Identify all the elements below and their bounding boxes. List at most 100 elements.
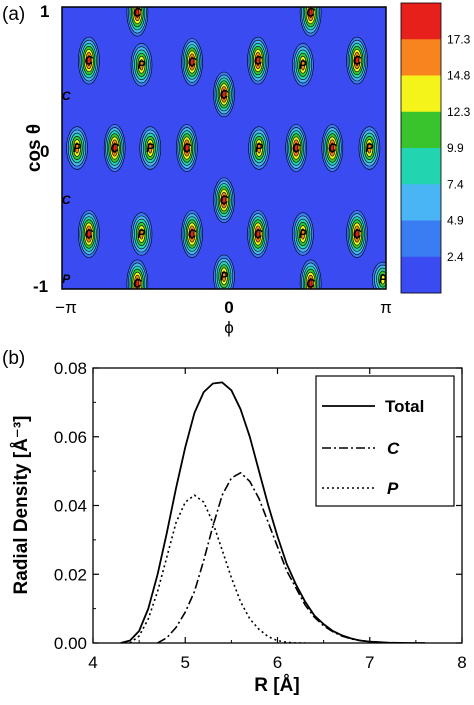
x-tick-label: 4 bbox=[88, 653, 97, 672]
colorbar-label: 4.9 bbox=[447, 214, 464, 228]
series-line-c bbox=[157, 471, 389, 643]
heatmap-peak-22: C bbox=[181, 210, 203, 258]
colorbar-swatch bbox=[401, 256, 441, 294]
y-tick-bottom: -1 bbox=[33, 277, 48, 296]
peak-label: P bbox=[137, 227, 146, 241]
x-tick-right: π bbox=[380, 298, 392, 317]
y-axis-title-a: cos θ bbox=[24, 124, 45, 172]
peak-contour bbox=[380, 273, 386, 285]
heatmap-peak-29: C bbox=[299, 259, 322, 290]
heatmap-peak-0: C bbox=[126, 7, 149, 37]
peak-contour bbox=[87, 55, 91, 66]
colorbar-swatch bbox=[401, 111, 441, 149]
peak-label: C bbox=[220, 87, 229, 101]
peak-label: P bbox=[255, 141, 264, 155]
heatmap-peak-5: C bbox=[247, 36, 269, 85]
heatmap-peak-2: C bbox=[78, 36, 100, 85]
colorbar-label: 12.3 bbox=[447, 105, 471, 119]
colorbar-swatch bbox=[401, 184, 441, 221]
heatmap-frame bbox=[61, 6, 387, 290]
heatmap-peaks: C C C P C C P C C C P C P C P C C P C C C P C C P C P C P C P bbox=[62, 6, 388, 290]
colorbar: 17.3 14.8 12.3 9.9 7.4 4.9 2.4 bbox=[400, 2, 471, 294]
peak-contour bbox=[355, 55, 359, 66]
legend-label-total: Total bbox=[385, 397, 424, 416]
heatmap-peak-14: P bbox=[248, 126, 270, 170]
peak-contour bbox=[294, 142, 298, 154]
peak-label: C bbox=[306, 276, 315, 290]
heatmap-peak-17: P bbox=[358, 126, 381, 170]
peak-contour bbox=[300, 228, 305, 240]
heatmap-peak-11: C bbox=[103, 124, 126, 172]
axes-b: 4 5 6 7 8 0.00 0.02 0.04 0.06 0.08 bbox=[54, 359, 467, 672]
heatmap-peak-19: C bbox=[62, 193, 71, 207]
panel-b: (b) 4 5 6 7 8 0.00 0.02 0.04 0.06 0.08 Radial Den… bbox=[2, 348, 467, 696]
x-tick-label: 5 bbox=[181, 653, 190, 672]
peak-contour bbox=[148, 142, 153, 154]
peak-contour bbox=[190, 228, 194, 240]
colorbar-swatch bbox=[401, 39, 441, 76]
peak-label: P bbox=[73, 141, 82, 155]
colorbar-swatch bbox=[401, 220, 441, 258]
peak-label: P bbox=[299, 58, 308, 72]
y-tick-label: 0.02 bbox=[54, 565, 87, 584]
colorbar-swatch bbox=[401, 75, 441, 113]
heatmap-peak-8: C bbox=[213, 71, 235, 118]
heatmap-peak-3: P bbox=[130, 43, 153, 87]
x-tick-label: 8 bbox=[457, 653, 466, 672]
x-tick-center: 0 bbox=[224, 298, 233, 317]
peak-contour bbox=[256, 228, 260, 240]
peak-contour bbox=[367, 142, 372, 154]
heatmap-peak-21: P bbox=[130, 212, 153, 256]
heatmap-peak-15: C bbox=[285, 124, 307, 172]
panel-b-label: (b) bbox=[2, 348, 25, 369]
peak-contour bbox=[222, 194, 226, 206]
peak-label: C bbox=[183, 141, 192, 155]
peak-contour bbox=[112, 142, 117, 154]
peak-label: C bbox=[254, 54, 263, 68]
peak-label: P bbox=[220, 269, 229, 283]
legend-box bbox=[315, 375, 455, 507]
panel-a-label: (a) bbox=[2, 4, 25, 25]
heatmap-peak-28: P bbox=[213, 254, 235, 289]
heatmap-peak-25: C bbox=[346, 210, 368, 258]
peak-contour bbox=[257, 142, 262, 154]
peak-label: C bbox=[306, 6, 315, 20]
heatmap-peak-23: C bbox=[247, 210, 269, 258]
peak-label: C bbox=[110, 141, 119, 155]
peak-label: C bbox=[220, 193, 229, 207]
y-tick-label: 0.08 bbox=[54, 359, 87, 378]
y-tick-label: 0.04 bbox=[54, 497, 87, 516]
peak-contour bbox=[256, 55, 260, 66]
peak-label: C bbox=[85, 227, 94, 241]
heatmap-peak-6: P bbox=[292, 43, 314, 87]
colorbar-label: 2.4 bbox=[447, 250, 464, 264]
x-tick-label: 7 bbox=[365, 653, 374, 672]
heatmap-peak-18: C bbox=[213, 177, 235, 223]
colorbar-swatch bbox=[401, 148, 441, 185]
peak-label: C bbox=[353, 54, 362, 68]
y-tick-top: 1 bbox=[40, 2, 49, 21]
peak-contour bbox=[139, 59, 144, 71]
x-tick-left: −π bbox=[55, 298, 77, 317]
heatmap-peak-10: P bbox=[66, 126, 88, 170]
heatmap-peak-16: C bbox=[321, 124, 344, 172]
colorbar-label: 7.4 bbox=[447, 177, 464, 191]
y-tick-label: 0.00 bbox=[54, 634, 87, 653]
colorbar-frame bbox=[400, 2, 442, 294]
colorbar-label: 17.3 bbox=[447, 32, 471, 46]
peak-label: P bbox=[379, 272, 388, 286]
heatmap-peak-13: C bbox=[176, 124, 198, 172]
peak-label: C bbox=[62, 89, 71, 103]
series-lines bbox=[120, 381, 426, 643]
x-axis-title-a: ϕ bbox=[224, 318, 234, 337]
y-tick-label: 0.06 bbox=[54, 428, 87, 447]
peak-label: C bbox=[188, 227, 197, 241]
y-axis-title-b: Radial Density [Å⁻³] bbox=[11, 416, 32, 595]
peak-contour bbox=[330, 142, 335, 154]
peak-label: C bbox=[188, 55, 197, 69]
peak-label: P bbox=[299, 227, 308, 241]
heatmap-peak-27: C bbox=[126, 259, 149, 289]
peak-label: P bbox=[365, 141, 374, 155]
